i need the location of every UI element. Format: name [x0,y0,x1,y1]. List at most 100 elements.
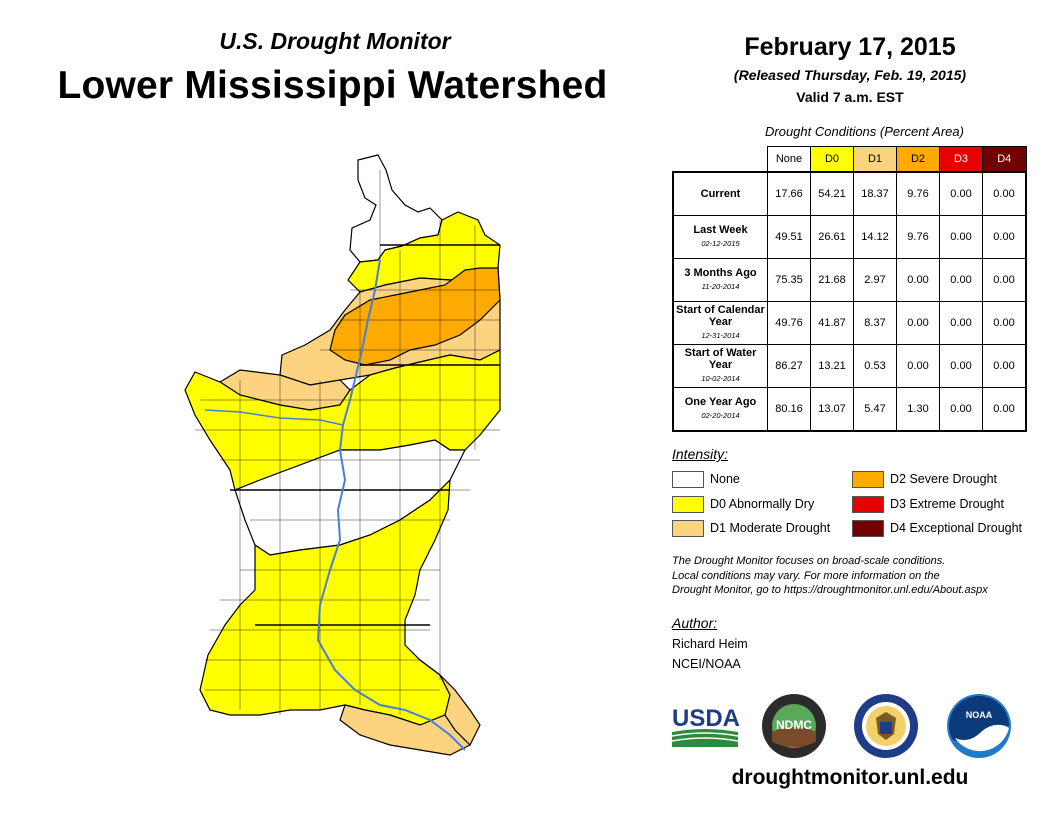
table-cell: 0.00 [939,258,983,302]
table-cell: 0.00 [939,387,983,432]
table-row: Start of Water Year 10-02-2014 86.27 13.21 0… [672,344,1027,388]
row-label-text: 3 Months Ago [684,267,757,279]
col-header-d2: D2 [896,146,940,173]
table-cell: 0.53 [853,344,897,388]
table-cell: 9.76 [896,171,940,216]
legend-item: None [672,470,740,489]
col-header-d1: D1 [853,146,897,173]
table-cell: 21.68 [810,258,854,302]
row-label-text: Current [700,188,741,200]
table-row: Start of Calendar Year 12-31-2014 49.76 41.… [672,301,1027,345]
table-cell: 0.00 [982,258,1027,302]
ndmc-logo-text: NDMC [776,718,812,732]
table-cell: 17.66 [767,171,811,216]
table-cell: 9.76 [896,215,940,259]
note-line-2: Local conditions may vary. For more info… [672,569,940,582]
row-label-text: Last Week [693,224,748,236]
table-cell: 80.16 [767,387,811,432]
region-d0-middle [184,349,501,491]
legend-item: D1 Moderate Drought [672,519,831,538]
map-title: Lower Mississippi Watershed [57,64,608,107]
table-cell: 13.07 [810,387,854,432]
legend-label: D2 Severe Drought [890,472,998,486]
legend-swatch [672,520,704,538]
table-cell: 13.21 [810,344,854,388]
watershed-map [184,154,501,756]
table-cell: 49.76 [767,301,811,345]
legend-item: D3 Extreme Drought [852,495,1004,514]
table-row: One Year Ago 02-20-2014 80.16 13.07 5.47 1.30… [672,387,1027,432]
col-header-d0: D0 [810,146,854,173]
legend-label: D0 Abnormally Dry [710,497,815,511]
author-name: Richard Heim [672,637,748,651]
legend-swatch [672,471,704,489]
row-label-text: One Year Ago [684,396,757,408]
release-date: (Released Thursday, Feb. 19, 2015) [733,67,967,83]
row-label: Current [672,171,768,216]
table-cell: 0.00 [982,344,1027,388]
legend-swatch [852,520,884,538]
usda-logo-text: USDA [672,705,740,732]
table-cell: 41.87 [810,301,854,345]
row-label: 3 Months Ago 11-20-2014 [672,258,768,302]
table-cell: 0.00 [939,171,983,216]
mississippi-river [316,259,466,751]
author-org: NCEI/NOAA [672,657,741,671]
table-cell: 0.00 [896,344,940,388]
row-label: Start of Water Year 10-02-2014 [672,344,768,388]
legend-item: D0 Abnormally Dry [672,495,815,514]
legend-label: D3 Extreme Drought [890,497,1004,511]
row-date: 10-02-2014 [701,374,740,383]
noaa-logo: NOAA [947,694,1011,758]
table-header-row: None D0 D1 D2 D3 D4 [673,146,1027,173]
row-label: One Year Ago 02-20-2014 [672,387,768,432]
author-label: Author: [672,615,718,631]
table-cell: 18.37 [853,171,897,216]
table-cell: 86.27 [767,344,811,388]
usda-logo: USDA [671,705,740,747]
noaa-logo-text: NOAA [966,710,993,720]
table-row: Current 17.66 54.21 18.37 9.76 0.00 0.00 [672,171,1027,216]
col-header-d3: D3 [939,146,983,173]
col-header-d4: D4 [982,146,1027,173]
table-cell: 0.00 [982,215,1027,259]
row-date: 02-12-2015 [701,239,740,248]
legend-swatch [852,471,884,489]
table-cell: 0.00 [896,258,940,302]
table-cell: 75.35 [767,258,811,302]
map-date: February 17, 2015 [744,33,956,61]
row-date: 11-20-2014 [701,282,740,291]
table-cell: 8.37 [853,301,897,345]
table-row: 3 Months Ago 11-20-2014 75.35 21.68 2.97 0.00… [672,258,1027,302]
table-cell: 14.12 [853,215,897,259]
commerce-seal-logo [854,694,918,758]
legend-label: None [710,472,740,486]
map-subtitle: U.S. Drought Monitor [219,28,451,54]
legend-item: D2 Severe Drought [852,470,998,489]
table-cell: 0.00 [982,171,1027,216]
watershed-outline [184,154,501,756]
row-label: Start of Calendar Year 12-31-2014 [672,301,768,345]
table-caption: Drought Conditions (Percent Area) [765,124,964,139]
table-row: Last Week 02-12-2015 49.51 26.61 14.12 9.76 0.… [672,215,1027,259]
legend-title: Intensity: [672,446,729,462]
table-cell: 0.00 [939,301,983,345]
note-line-3: Drought Monitor, go to https://droughtmo… [672,584,988,596]
row-label: Last Week 02-12-2015 [672,215,768,259]
legend-label: D4 Exceptional Drought [890,521,1023,535]
note-line-1: The Drought Monitor focuses on broad-sca… [672,555,946,567]
red-river [204,409,344,426]
table-cell: 0.00 [982,387,1027,432]
table-cell: 26.61 [810,215,854,259]
legend-swatch [852,496,884,514]
table-cell: 0.00 [939,344,983,388]
table-cell: 1.30 [896,387,940,432]
table-cell: 0.00 [939,215,983,259]
col-header-none: None [767,146,811,173]
row-date: 02-20-2014 [701,411,740,420]
table-cell: 0.00 [896,301,940,345]
state-boundaries [230,244,500,626]
legend-label: D1 Moderate Drought [710,521,831,535]
row-date: 12-31-2014 [701,331,740,340]
website-url[interactable]: droughtmonitor.unl.edu [731,766,969,789]
